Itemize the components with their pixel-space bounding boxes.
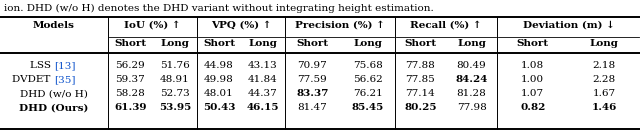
- Text: 80.25: 80.25: [404, 103, 436, 113]
- Text: 51.76: 51.76: [160, 61, 189, 70]
- Text: 44.37: 44.37: [248, 89, 278, 99]
- Text: 43.13: 43.13: [248, 61, 278, 70]
- Text: 81.28: 81.28: [456, 89, 486, 99]
- Text: 59.37: 59.37: [115, 75, 145, 84]
- Text: IoU (%) ↑: IoU (%) ↑: [124, 20, 181, 29]
- Text: Precision (%) ↑: Precision (%) ↑: [295, 20, 385, 29]
- Text: DVDET: DVDET: [12, 75, 54, 84]
- Text: 48.01: 48.01: [204, 89, 234, 99]
- Text: 76.21: 76.21: [353, 89, 382, 99]
- Text: Long: Long: [457, 40, 486, 48]
- Text: Short: Short: [114, 40, 147, 48]
- Text: 83.37: 83.37: [296, 89, 329, 99]
- Text: Short: Short: [404, 40, 436, 48]
- Text: 1.07: 1.07: [521, 89, 544, 99]
- Text: ion. DHD (w/o H) denotes the DHD variant without integrating height estimation.: ion. DHD (w/o H) denotes the DHD variant…: [4, 4, 434, 13]
- Text: 70.97: 70.97: [298, 61, 328, 70]
- Text: Long: Long: [353, 40, 382, 48]
- Text: 44.98: 44.98: [204, 61, 234, 70]
- Text: Short: Short: [516, 40, 549, 48]
- Text: 2.28: 2.28: [593, 75, 616, 84]
- Text: 56.29: 56.29: [115, 61, 145, 70]
- Text: VPQ (%) ↑: VPQ (%) ↑: [211, 20, 271, 29]
- Text: 61.39: 61.39: [114, 103, 147, 113]
- Text: 1.08: 1.08: [521, 61, 544, 70]
- Text: 77.88: 77.88: [406, 61, 435, 70]
- Text: DHD (w/o H): DHD (w/o H): [20, 89, 88, 99]
- Text: 1.67: 1.67: [593, 89, 616, 99]
- Text: 0.82: 0.82: [520, 103, 545, 113]
- Text: [13]: [13]: [54, 61, 76, 70]
- Text: 46.15: 46.15: [247, 103, 279, 113]
- Text: 58.28: 58.28: [115, 89, 145, 99]
- Text: 75.68: 75.68: [353, 61, 382, 70]
- Text: Models: Models: [33, 20, 75, 29]
- Text: 53.95: 53.95: [159, 103, 191, 113]
- Text: 1.00: 1.00: [521, 75, 544, 84]
- Text: 77.14: 77.14: [406, 89, 435, 99]
- Text: LSS: LSS: [29, 61, 54, 70]
- Text: 49.98: 49.98: [204, 75, 234, 84]
- Text: 2.18: 2.18: [593, 61, 616, 70]
- Text: 56.62: 56.62: [353, 75, 382, 84]
- Text: 85.45: 85.45: [351, 103, 383, 113]
- Text: Short: Short: [203, 40, 235, 48]
- Text: 77.85: 77.85: [406, 75, 435, 84]
- Text: Long: Long: [160, 40, 189, 48]
- Text: DHD (Ours): DHD (Ours): [19, 103, 89, 113]
- Text: 84.24: 84.24: [455, 75, 488, 84]
- Text: 77.98: 77.98: [456, 103, 486, 113]
- Text: 52.73: 52.73: [160, 89, 189, 99]
- Text: 41.84: 41.84: [248, 75, 278, 84]
- Text: Short: Short: [296, 40, 328, 48]
- Text: 81.47: 81.47: [298, 103, 328, 113]
- Text: Long: Long: [248, 40, 277, 48]
- Text: Long: Long: [590, 40, 619, 48]
- Text: Deviation (m) ↓: Deviation (m) ↓: [523, 20, 614, 29]
- Text: 80.49: 80.49: [456, 61, 486, 70]
- Text: [35]: [35]: [54, 75, 76, 84]
- Text: 48.91: 48.91: [160, 75, 189, 84]
- Text: Recall (%) ↑: Recall (%) ↑: [410, 20, 482, 29]
- Text: 1.46: 1.46: [591, 103, 617, 113]
- Text: 50.43: 50.43: [203, 103, 235, 113]
- Text: 77.59: 77.59: [298, 75, 328, 84]
